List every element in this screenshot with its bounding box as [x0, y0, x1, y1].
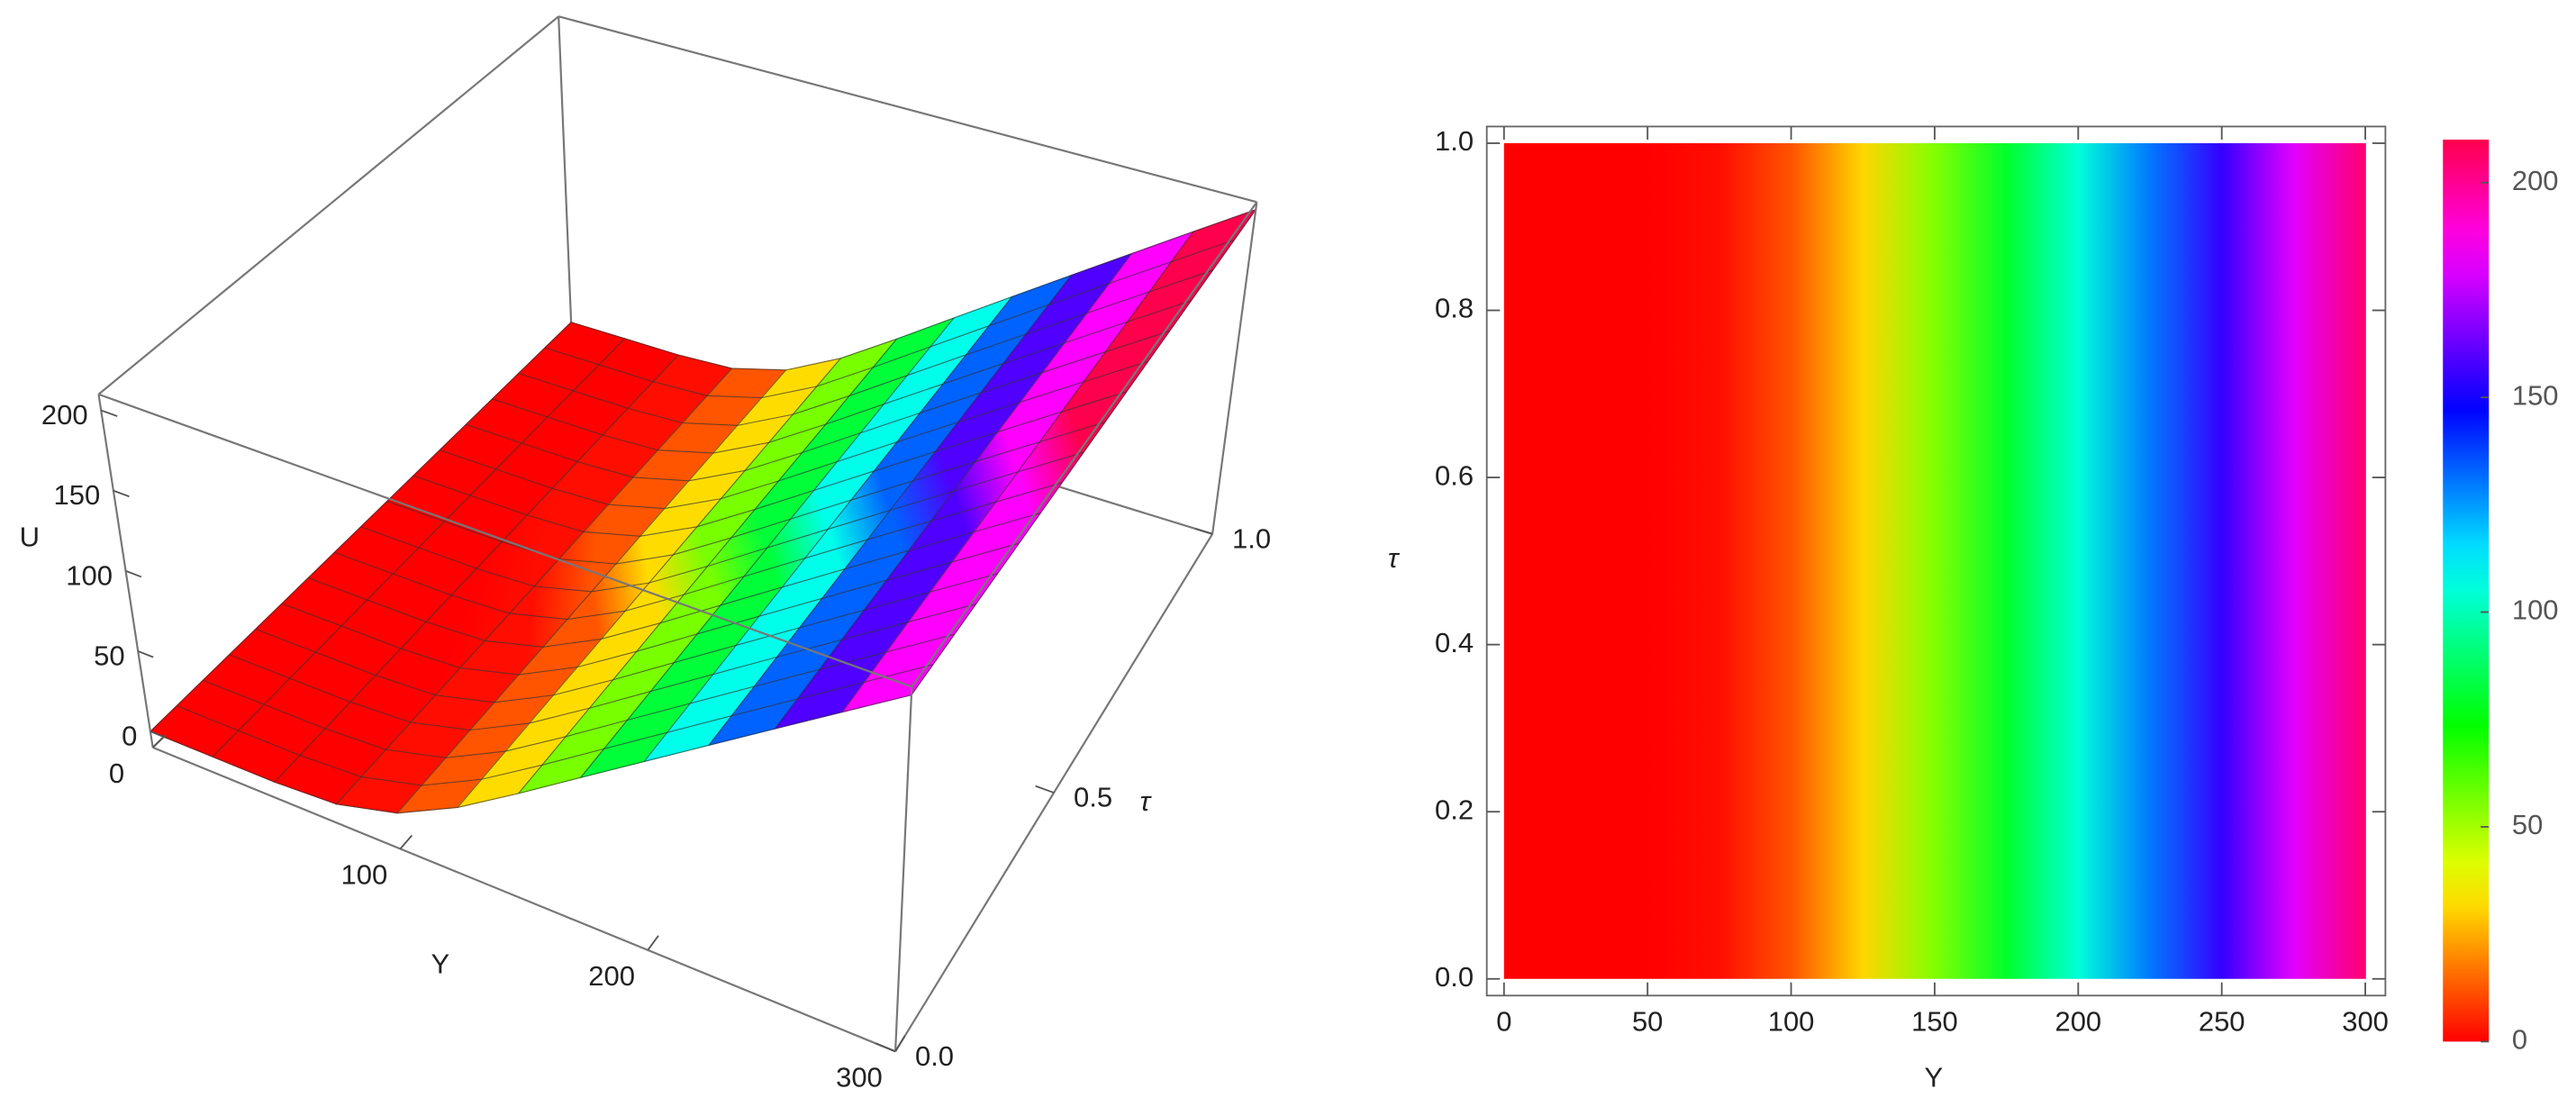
- y-tick-label: 0.6: [1435, 459, 1474, 491]
- x-tick-label: 300: [2342, 1005, 2389, 1037]
- box-edge: [98, 393, 912, 688]
- mesh-line: [150, 322, 572, 732]
- x-tick-label: 200: [2054, 1005, 2101, 1037]
- z-tick: [150, 730, 166, 739]
- x-tick: [399, 834, 413, 849]
- y-tick-label: 0.8: [1435, 293, 1474, 324]
- density-cell: [1503, 142, 1577, 979]
- y-tick: [1194, 528, 1213, 535]
- mesh-line: [336, 367, 733, 805]
- mesh-line: [775, 253, 1132, 730]
- z-tick: [100, 409, 118, 417]
- density-cell: [1647, 142, 1720, 979]
- x-tick-label: 0: [1496, 1005, 1511, 1037]
- density-cell: [2078, 142, 2151, 979]
- y-tick-label: 0.5: [1074, 782, 1112, 813]
- x-tick-label: 100: [1768, 1005, 1815, 1037]
- density-cell: [2006, 142, 2080, 979]
- mesh-line: [212, 338, 626, 758]
- z-tick: [125, 569, 142, 578]
- mesh-line: [580, 317, 955, 778]
- y-tick: [875, 1042, 896, 1053]
- box-edge: [893, 686, 913, 1052]
- y-tick-label: 1.0: [1232, 522, 1271, 554]
- z-axis-label: U: [20, 521, 40, 552]
- mesh-line: [842, 231, 1194, 712]
- colorbar-tick-label: 150: [2512, 379, 2559, 411]
- mesh-line: [911, 209, 1256, 695]
- box-edge: [1211, 202, 1258, 534]
- plot-frame: [1485, 125, 2387, 997]
- x-tick-label: 50: [1632, 1005, 1663, 1037]
- colorbar-tick-label: 0: [2512, 1024, 2527, 1056]
- y-tick-label: 0.2: [1435, 794, 1474, 825]
- x-tick-label: 250: [2199, 1005, 2245, 1037]
- x-tick-label: 0: [109, 758, 124, 789]
- colorbar: 0 50 100 150 200: [2443, 140, 2559, 1056]
- y-tick-label: 1.0: [1435, 125, 1474, 157]
- mesh-line: [396, 369, 786, 814]
- colorbar-tick-label: 100: [2512, 594, 2559, 626]
- z-tick: [137, 650, 154, 658]
- box-edge: [558, 15, 1257, 204]
- mesh-line: [708, 275, 1072, 746]
- colorbar-scale: [2443, 140, 2490, 1042]
- density-cell: [2221, 142, 2295, 979]
- density-cell: [1863, 142, 1936, 979]
- density-cell: [1934, 142, 2008, 979]
- y-tick-label: 0.0: [1435, 961, 1474, 993]
- box-edge: [558, 16, 573, 337]
- x-tick: [894, 1035, 906, 1052]
- x-tick: [647, 935, 659, 951]
- density-cell: [1575, 142, 1648, 979]
- z-tick-label: 100: [66, 559, 113, 591]
- z-tick-label: 200: [41, 399, 88, 431]
- y-tick-label: 0.0: [915, 1040, 954, 1072]
- density-cell: [2150, 142, 2223, 979]
- density-cell: [1791, 142, 1864, 979]
- z-tick-label: 0: [122, 721, 137, 752]
- z-tick-label: 50: [94, 640, 124, 671]
- y-tick: [1035, 785, 1055, 794]
- mesh-line: [457, 358, 841, 808]
- z-tick-label: 150: [54, 479, 101, 511]
- x-axis-label: Y: [1924, 1062, 1943, 1093]
- z-tick: [113, 489, 130, 498]
- mesh-line: [274, 354, 679, 783]
- mesh-line: [518, 339, 897, 794]
- x-tick-label: 100: [340, 859, 387, 891]
- x-axis-label: Y: [431, 948, 450, 980]
- colorbar-tick-label: 50: [2512, 809, 2543, 840]
- y-axis-label: τ: [1388, 542, 1401, 574]
- mesh-line: [643, 296, 1013, 762]
- y-tick-label: 0.4: [1435, 627, 1474, 658]
- x-tick-label: 300: [836, 1062, 883, 1093]
- x-tick-label: 150: [1911, 1005, 1958, 1037]
- density-cell: [1719, 142, 1792, 979]
- colorbar-tick-label: 200: [2512, 165, 2559, 196]
- box-edge: [911, 201, 1258, 688]
- y-axis-label: τ: [1140, 785, 1153, 817]
- x-tick-label: 200: [588, 960, 635, 992]
- box-edge: [97, 15, 559, 395]
- box-edge: [152, 746, 896, 1053]
- density-cell: [2293, 142, 2366, 979]
